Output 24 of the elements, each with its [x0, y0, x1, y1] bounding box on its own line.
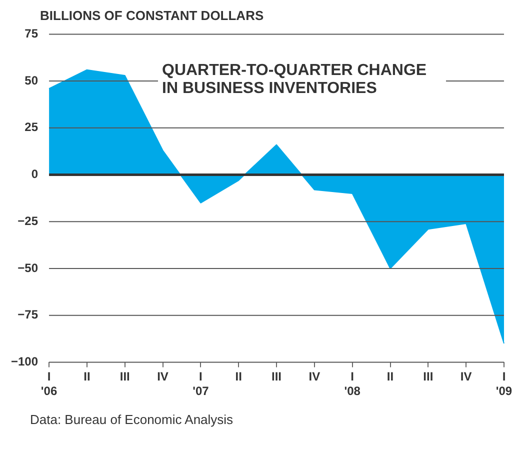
text: QUARTER-TO-QUARTER CHANGE IN BUSINESS INVENTORIES [158, 60, 446, 100]
x-tick-label: II [84, 370, 90, 384]
y-tick-label: 0 [31, 167, 38, 182]
x-tick-label: I '06 [40, 370, 58, 398]
text: Data: Bureau of Economic Analysis [30, 412, 234, 427]
x-tick-label: IV [157, 370, 168, 384]
x-tick-label: II [386, 370, 394, 384]
x-tick-label: I '07 [192, 370, 210, 398]
x-tick-label: III [272, 370, 282, 384]
x-tick-label: IV [308, 370, 320, 384]
y-tick-label: −50 [18, 260, 38, 275]
x-tick-label: I '09 [496, 370, 512, 398]
y-tick-label: 75 [24, 26, 38, 41]
y-tick-label: −25 [18, 214, 38, 228]
y-tick-label: 50 [24, 73, 38, 88]
y-tick-label: −75 [18, 308, 38, 322]
y-axis-title: BILLIONS OF CONSTANT DOLLARS [40, 8, 264, 23]
x-tick-label: III [423, 370, 434, 384]
y-tick-label: −100 [11, 354, 38, 369]
x-tick-label: II [235, 370, 242, 384]
x-tick-label: I '08 [344, 370, 361, 398]
x-tick-label: IV [460, 370, 472, 384]
x-tick-label: III [120, 370, 130, 384]
y-tick-label: 25 [24, 120, 38, 134]
